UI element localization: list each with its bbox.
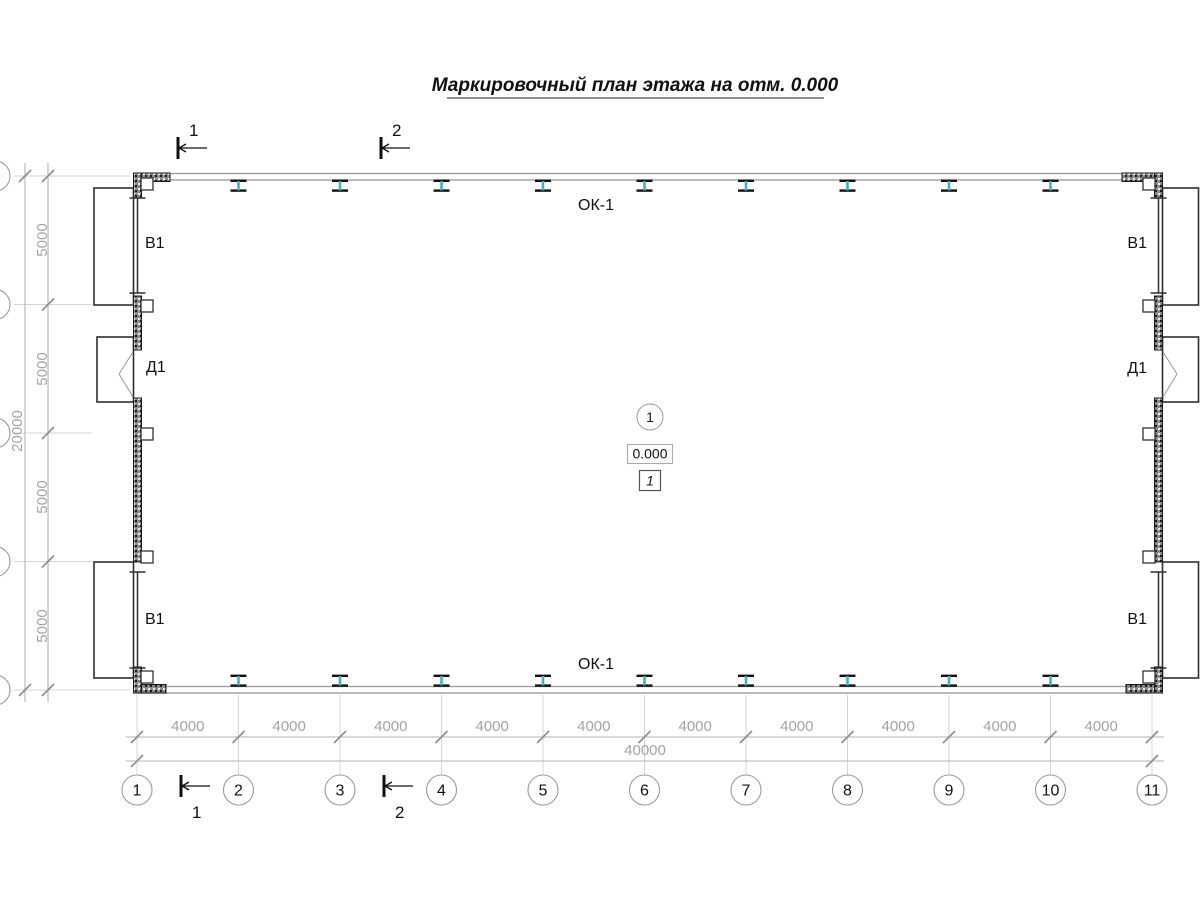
door-symbols <box>118 351 1178 398</box>
section-number: 2 <box>395 803 404 822</box>
grid-axis-label: 2 <box>234 783 243 800</box>
section-number: 2 <box>392 121 401 140</box>
columns-top-row <box>229 179 1060 192</box>
room-number: 1 <box>646 409 654 425</box>
bay-dim-label: 4000 <box>476 718 509 735</box>
grid-axis-label: 9 <box>945 783 954 800</box>
gate-label-bottom-left: В1 <box>145 611 165 628</box>
section-marks: 1 2 1 2 <box>176 121 413 822</box>
top-glazed-wall <box>136 172 1153 181</box>
room-markers: 1 0.000 1 <box>626 403 674 492</box>
grid-bubbles: 1 2 3 4 5 6 7 8 9 10 11 <box>121 774 1168 806</box>
grid-axis-label: 8 <box>843 783 852 800</box>
bay-dim-label: 4000 <box>1085 718 1118 735</box>
section-mark-bottom-2: 2 <box>382 775 413 822</box>
gate-label-bottom-right: В1 <box>1127 611 1147 628</box>
gate-opening-top-right <box>1161 187 1200 306</box>
bay-dim-label: 4000 <box>780 718 813 735</box>
bay-dim-label: 4000 <box>273 718 306 735</box>
grid-axis-label: 11 <box>1144 783 1161 800</box>
gate-symbols <box>129 197 1167 669</box>
floor-index-box <box>638 469 662 492</box>
gate-symbol-bottom-right <box>1150 571 1167 669</box>
gate-opening-top-left <box>93 187 135 306</box>
gate-symbol-top-right <box>1150 197 1167 294</box>
row-dim-label: 5000 <box>34 223 51 256</box>
masonry-walls <box>133 172 1163 694</box>
room-number-circle <box>636 403 664 431</box>
section-number: 1 <box>192 803 201 822</box>
corner-top-right <box>1121 172 1163 199</box>
grid-axis-label: 10 <box>1042 783 1060 800</box>
door-vestibule-right <box>1161 336 1200 403</box>
glazed-walls <box>136 172 1153 694</box>
gate-label-top-right: В1 <box>1127 235 1147 252</box>
door-label-left: Д1 <box>146 359 166 376</box>
gate-symbol-bottom-left <box>129 571 146 669</box>
section-mark-top-1: 1 <box>176 121 207 159</box>
bottom-dimension-chain: 4000 4000 4000 4000 4000 4000 4000 4000 … <box>121 695 1168 806</box>
grid-axis-label: 7 <box>742 783 751 800</box>
gate-opening-bottom-left <box>93 561 135 679</box>
bay-dim-label: 4000 <box>679 718 712 735</box>
bay-dim-label: 4000 <box>374 718 407 735</box>
bottom-glazed-wall <box>136 685 1153 694</box>
window-band-label-bottom: ОК-1 <box>578 656 614 673</box>
total-width-label: 40000 <box>624 742 666 759</box>
floor-index: 1 <box>646 473 654 489</box>
row-dim-label: 5000 <box>34 352 51 385</box>
element-labels: ОК-1 ОК-1 В1 В1 В1 В1 Д1 Д1 <box>145 197 1147 673</box>
gate-label-top-left: В1 <box>145 235 165 252</box>
vestibule-outlines <box>93 187 1200 679</box>
elevation-value: 0.000 <box>632 446 667 462</box>
bay-dim-label: 4000 <box>577 718 610 735</box>
total-depth-label: 20000 <box>9 410 26 452</box>
door-swing-right <box>1162 351 1178 398</box>
gate-symbol-top-left <box>129 197 146 294</box>
door-vestibule-left <box>96 336 135 403</box>
bay-dim-label: 4000 <box>882 718 915 735</box>
left-dimension-chain: 5000 5000 5000 5000 20000 <box>0 161 130 705</box>
grid-axis-label: 6 <box>640 783 649 800</box>
bay-dim-label: 4000 <box>171 718 204 735</box>
row-dim-label: 5000 <box>34 480 51 513</box>
grid-axis-label: 5 <box>539 783 548 800</box>
gate-opening-bottom-right <box>1161 561 1200 679</box>
columns-bottom-row <box>229 674 1060 687</box>
section-mark-bottom-1: 1 <box>179 775 210 822</box>
section-mark-top-2: 2 <box>379 121 410 159</box>
left-axis-bubbles <box>0 161 11 705</box>
door-label-right: Д1 <box>1127 360 1147 377</box>
row-dim-label: 5000 <box>34 609 51 642</box>
section-number: 1 <box>189 121 198 140</box>
window-band-label-top: ОК-1 <box>578 197 614 214</box>
grid-axis-label: 4 <box>437 783 446 800</box>
grid-axis-label: 3 <box>336 783 345 800</box>
drawing-title: Маркировочный план этажа на отм. 0.000 <box>432 75 839 99</box>
grid-axis-label: 1 <box>133 783 142 800</box>
elevation-box <box>626 443 674 465</box>
grid-extension-lines <box>136 695 1153 775</box>
page-title: Маркировочный план этажа на отм. 0.000 <box>432 75 839 96</box>
wall-pilasters <box>140 177 1156 684</box>
bay-dim-label: 4000 <box>983 718 1016 735</box>
door-swing-left <box>118 351 134 398</box>
